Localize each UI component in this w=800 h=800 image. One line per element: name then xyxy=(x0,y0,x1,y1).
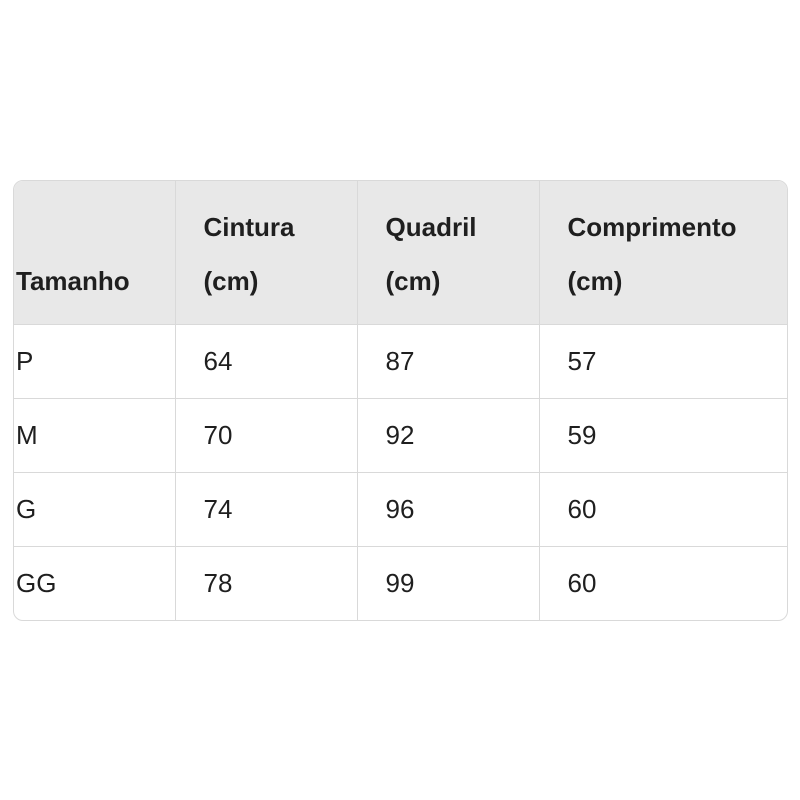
cell-cintura: 64 xyxy=(175,324,358,399)
cell-comprimento: 60 xyxy=(539,472,787,547)
header-quadril: Quadril (cm) xyxy=(357,181,540,325)
cell-quadril: 99 xyxy=(357,546,540,620)
size-table: Tamanho Cintura (cm) Quadril (cm) Compri… xyxy=(14,181,787,620)
cell-size: GG xyxy=(14,546,176,620)
cell-comprimento: 57 xyxy=(539,324,787,399)
table-row: P 64 87 57 xyxy=(14,324,787,399)
header-row: Tamanho Cintura (cm) Quadril (cm) Compri… xyxy=(14,181,787,325)
cell-size: M xyxy=(14,398,176,473)
cell-quadril: 87 xyxy=(357,324,540,399)
cell-cintura: 74 xyxy=(175,472,358,547)
table-row: GG 78 99 60 xyxy=(14,546,787,620)
header-tamanho: Tamanho xyxy=(14,181,176,325)
cell-size: P xyxy=(14,324,176,399)
cell-cintura: 78 xyxy=(175,546,358,620)
cell-size: G xyxy=(14,472,176,547)
table-row: G 74 96 60 xyxy=(14,472,787,547)
header-cintura: Cintura (cm) xyxy=(175,181,358,325)
cell-comprimento: 60 xyxy=(567,568,597,598)
table-row: M 70 92 59 xyxy=(14,398,787,473)
cell-cintura: 70 xyxy=(175,398,358,473)
header-comprimento: Comprimento (cm) xyxy=(539,181,787,325)
cell-quadril: 96 xyxy=(357,472,540,547)
cell-comprimento: 59 xyxy=(539,398,787,473)
cell-quadril: 92 xyxy=(357,398,540,473)
size-table-container: Tamanho Cintura (cm) Quadril (cm) Compri… xyxy=(13,180,788,621)
